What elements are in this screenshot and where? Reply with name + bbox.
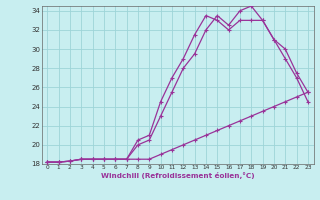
X-axis label: Windchill (Refroidissement éolien,°C): Windchill (Refroidissement éolien,°C): [101, 172, 254, 179]
